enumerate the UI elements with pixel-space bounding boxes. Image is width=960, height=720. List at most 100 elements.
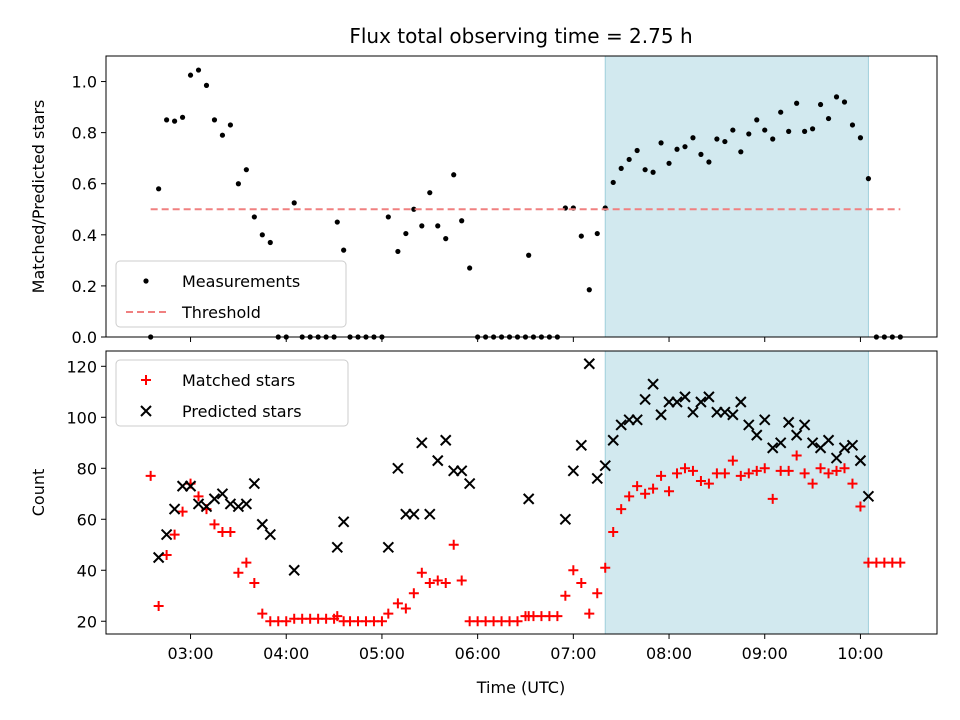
predicted-stars-point — [288, 564, 300, 576]
x-tick-label: 05:00 — [359, 644, 405, 663]
measurements-point — [526, 252, 532, 258]
predicted-stars-point — [631, 414, 643, 426]
x-tick-label: 09:00 — [742, 644, 788, 663]
predicted-stars-point — [160, 528, 173, 541]
matched-stars-point — [855, 501, 866, 512]
predicted-stars-point — [846, 439, 859, 452]
measurements-point — [674, 146, 680, 152]
measurements-point — [658, 140, 664, 146]
measurements-legend-marker — [143, 278, 149, 284]
measurements-point — [179, 114, 186, 120]
matched-stars-point — [767, 493, 778, 504]
bottom-panel: 20 40 60 80 100 120 03:00 04:00 05:00 06:00 07:00 0… — [29, 350, 938, 663]
matched-stars-point — [815, 463, 826, 474]
matched-stars-point — [376, 616, 387, 627]
measurements-point — [690, 135, 696, 141]
predicted-stars-point — [607, 434, 619, 446]
predicted-stars-point — [224, 498, 237, 510]
measurements-point — [403, 230, 409, 237]
predicted-stars-point — [703, 391, 715, 403]
predicted-stars-point — [830, 452, 843, 464]
measurements-point — [291, 200, 297, 206]
matched-stars-point — [145, 470, 156, 481]
matched-stars-point — [624, 491, 635, 502]
predicted-stars-point — [567, 465, 580, 477]
matched-stars-point — [719, 468, 730, 479]
matched-stars-point — [831, 465, 842, 476]
matched-stars-point — [560, 590, 571, 601]
measurements-point — [809, 126, 816, 132]
measurements-point — [594, 230, 600, 237]
y-tick-label: 120 — [66, 357, 97, 376]
matched-stars-point — [799, 468, 810, 479]
matched-stars-point — [225, 527, 236, 538]
predicted-stars-point — [184, 480, 197, 492]
predicted-stars-point — [862, 490, 875, 503]
predicted-stars-point — [719, 406, 731, 418]
predicted-stars-point — [743, 419, 755, 431]
observing-window-span — [604, 55, 869, 338]
measurements-point — [610, 179, 616, 186]
y-tick-label: 0.8 — [72, 124, 97, 143]
legend-label: Threshold — [181, 303, 261, 322]
matched-stars-point — [193, 491, 204, 502]
matched-stars-point — [448, 539, 459, 550]
matched-stars-point — [839, 463, 850, 474]
measurements-point — [857, 135, 864, 141]
measurements-point — [778, 109, 784, 115]
matched-stars-point — [895, 557, 906, 568]
matched-stars-point — [161, 549, 172, 560]
predicted-stars-point — [440, 434, 452, 446]
measurements-point — [738, 149, 744, 155]
measurements-point — [825, 115, 832, 122]
y-tick-label: 1.0 — [72, 73, 97, 92]
y-axis-label: Matched/Predicted stars — [29, 100, 48, 294]
predicted-stars-point — [790, 429, 803, 441]
matched-stars-point — [249, 578, 260, 589]
matched-stars-point — [177, 506, 188, 517]
measurements-point — [334, 219, 340, 225]
x-tick-label: 08:00 — [646, 644, 692, 663]
predicted-stars-point — [695, 396, 707, 408]
matched-stars-point — [424, 578, 435, 589]
legend-label: Predicted stars — [182, 402, 302, 421]
measurements-point — [427, 190, 433, 196]
axes-frame — [105, 55, 938, 338]
matched-stars-point — [592, 588, 603, 599]
predicted-stars-point — [647, 378, 659, 390]
y-tick-label: 0.2 — [72, 277, 97, 296]
measurements-point — [833, 94, 840, 100]
measurements-point — [156, 186, 162, 192]
predicted-stars-point — [687, 406, 699, 418]
predicted-stars-point — [751, 429, 763, 441]
predicted-stars-point — [599, 460, 611, 472]
matched-stars-point — [584, 608, 595, 619]
measurements-point — [786, 128, 792, 134]
predicted-stars-point — [822, 434, 835, 446]
x-tick-label: 10:00 — [837, 644, 883, 663]
measurements-point — [634, 147, 640, 154]
matched-stars-point — [703, 478, 714, 489]
predicted-stars-point — [408, 508, 420, 520]
predicted-stars-point — [854, 454, 867, 467]
measurements-point — [698, 151, 704, 157]
measurements-point — [419, 223, 425, 229]
measurements-point — [770, 136, 776, 142]
predicted-stars-point — [679, 391, 691, 403]
measurements-point — [730, 127, 736, 133]
matched-stars-point — [568, 565, 579, 576]
predicted-stars-point — [232, 500, 245, 513]
matched-stars-point — [392, 598, 403, 609]
x-tick-label: 04:00 — [263, 644, 309, 663]
matched-stars-point — [632, 481, 643, 492]
measurements-point — [235, 181, 241, 187]
predicted-stars-point — [735, 396, 747, 408]
x-tick-label: 03:00 — [167, 644, 213, 663]
predicted-stars-point — [208, 493, 221, 505]
matched-stars-point — [807, 478, 818, 489]
predicted-stars-point — [248, 477, 261, 490]
measurements-point — [650, 169, 656, 175]
predicted-stars-legend-marker — [140, 405, 152, 417]
predicted-stars-point — [168, 503, 181, 515]
matched-stars-point — [169, 529, 180, 540]
